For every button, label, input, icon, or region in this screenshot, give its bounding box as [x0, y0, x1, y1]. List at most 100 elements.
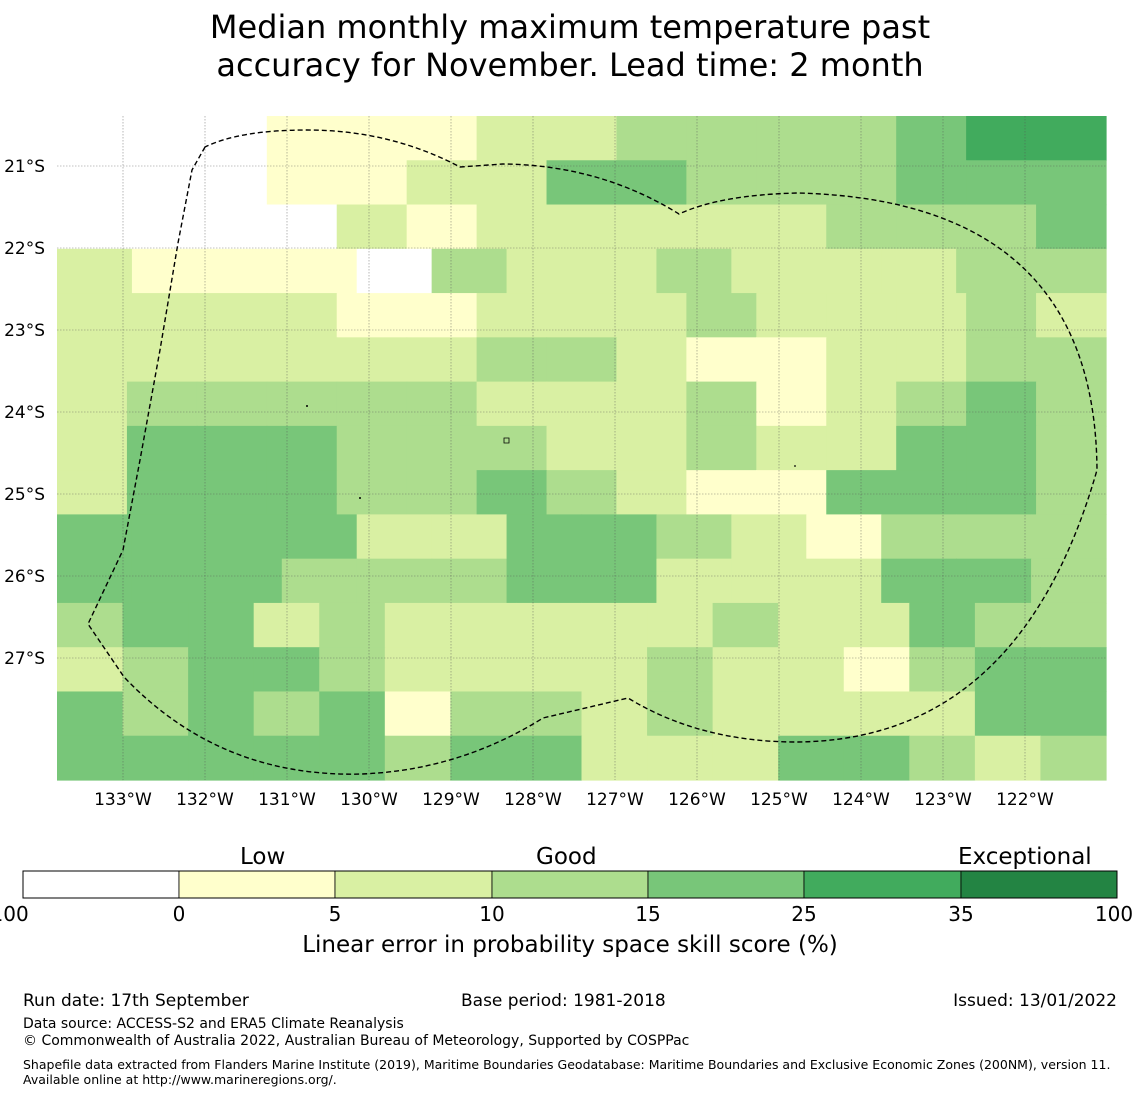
grid-cell — [826, 204, 897, 250]
grid-cell — [336, 116, 408, 161]
grid-cell — [57, 160, 128, 206]
grid-cell — [196, 160, 268, 206]
grid-cell — [731, 514, 807, 560]
grid-cell — [384, 602, 451, 648]
grid-cell — [1040, 647, 1107, 693]
grid-cell — [126, 293, 198, 338]
grid-cell — [581, 647, 648, 693]
grid-cell — [881, 558, 957, 604]
grid-cell — [122, 735, 189, 781]
grid-cell — [909, 602, 976, 648]
base-period: Base period: 1981-2018 — [461, 991, 666, 1011]
grid-cell — [843, 735, 910, 781]
grid-cell — [188, 647, 255, 693]
grid-cell — [266, 293, 338, 338]
grid-cell — [206, 514, 283, 560]
grid-cell — [896, 425, 967, 471]
grid-cell — [126, 470, 198, 515]
longitude-labels: 133°W 132°W 131°W 130°W 129°W 128°W 127°W 126°W… — [94, 790, 1054, 810]
grid-cell — [909, 647, 976, 693]
grid-cell — [1036, 470, 1107, 515]
grid-cell — [546, 204, 618, 250]
colorbar-tick: 35 — [948, 902, 974, 926]
colorbar-swatch — [803, 870, 962, 899]
grid-cell — [896, 293, 967, 338]
grid-cell — [686, 425, 757, 471]
grid-cell — [281, 558, 358, 604]
grid-cell — [384, 647, 451, 693]
latitude-label: 24°S — [4, 403, 45, 423]
grid-cell — [356, 558, 433, 604]
colorbar-tick: 15 — [635, 902, 661, 926]
longitude-label: 127°W — [586, 790, 644, 810]
latitude-label: 27°S — [4, 649, 45, 669]
issued-date: Issued: 13/01/2022 — [953, 991, 1117, 1011]
grid-cell — [974, 691, 1042, 737]
grid-cell — [966, 116, 1037, 161]
grid-cell — [966, 381, 1037, 427]
grid-cell — [57, 691, 124, 737]
grid-cell — [57, 602, 124, 648]
colorbar-tick: 0 — [172, 902, 186, 926]
grid-cell — [966, 470, 1037, 515]
grid-cell — [450, 691, 517, 737]
grid-cell — [656, 514, 732, 560]
grid-cell — [966, 425, 1037, 471]
grid-cell — [712, 647, 779, 693]
map-title-line2: accuracy for November. Lead time: 2 mont… — [216, 46, 924, 84]
grid-cell — [188, 602, 255, 648]
grid-cell — [336, 293, 408, 338]
grid-cell — [712, 735, 779, 781]
grid-cell — [196, 425, 268, 471]
grid-cell — [881, 248, 957, 294]
grid-cell — [122, 691, 189, 737]
grid-cell — [57, 558, 133, 604]
colorbar-swatch — [647, 870, 805, 899]
grid-cell — [778, 691, 845, 737]
longitude-label: 131°W — [258, 790, 316, 810]
grid-cell — [581, 248, 658, 294]
grid-cell — [1040, 602, 1107, 648]
grid-cell — [406, 204, 478, 250]
map-title-line1: Median monthly maximum temperature past — [209, 8, 931, 46]
grid-cell — [336, 425, 408, 471]
grid-cell — [686, 293, 757, 338]
colorbar-label: Linear error in probability space skill … — [302, 932, 838, 958]
grid-cell — [1036, 160, 1107, 206]
grid-cell — [616, 470, 687, 515]
grid-cell — [546, 337, 618, 383]
grid-cell — [196, 381, 268, 427]
grid-cell — [122, 602, 189, 648]
grid-cell — [384, 735, 451, 781]
grid-cell — [616, 204, 687, 250]
grid-cell — [731, 248, 807, 294]
grid-cell — [450, 735, 517, 781]
grid-cell — [756, 337, 827, 383]
grid-cell — [656, 558, 732, 604]
grid-cell — [266, 116, 338, 161]
grid-cell — [406, 337, 478, 383]
grid-cell — [896, 470, 967, 515]
grid-cell — [476, 337, 548, 383]
grid-cell — [196, 470, 268, 515]
grid-cell — [896, 337, 967, 383]
grid-cell — [966, 337, 1037, 383]
grid-cell — [384, 691, 451, 737]
grid-cell — [1031, 558, 1107, 604]
longitude-label: 130°W — [340, 790, 398, 810]
grid-cell — [843, 602, 910, 648]
grid-cell — [57, 647, 124, 693]
colorbar-tick: 10 — [479, 902, 505, 926]
skill-score-map: 21°S22°S23°S24°S25°S26°S27°S 133°W 132°W 1… — [4, 116, 1107, 810]
grid-cell — [581, 514, 658, 560]
grid-cell — [281, 514, 358, 560]
grid-cell — [1040, 691, 1107, 737]
longitude-label: 133°W — [94, 790, 152, 810]
grid-cell — [843, 647, 910, 693]
grid-cell — [431, 514, 508, 560]
grid-cell — [546, 116, 618, 161]
grid-cell — [431, 248, 508, 294]
grid-cell — [57, 514, 133, 560]
grid-cell — [826, 425, 897, 471]
colorbar-swatch — [960, 870, 1118, 899]
